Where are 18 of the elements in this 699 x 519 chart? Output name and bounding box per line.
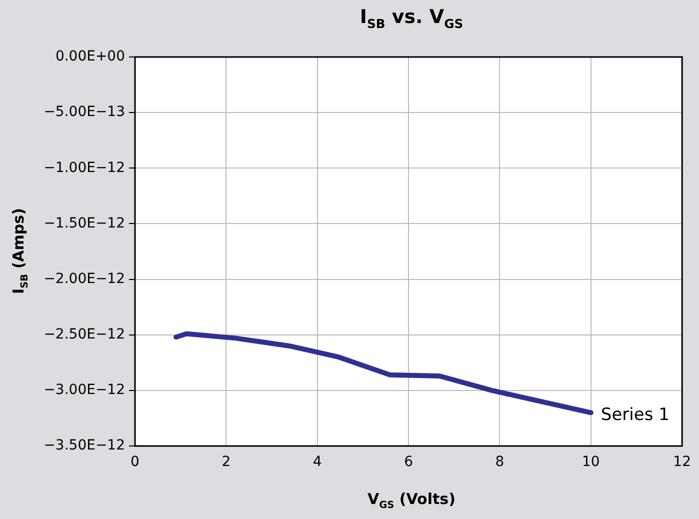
- y-tick-label: −1.00E−12: [44, 160, 125, 176]
- x-tick-label: 4: [312, 454, 322, 470]
- y-tick-label: −3.00E−12: [44, 382, 125, 398]
- y-tick-label: 0.00E+00: [55, 48, 125, 65]
- y-tick-label: −1.50E−12: [44, 215, 125, 232]
- y-tick-label: −2.00E−12: [44, 270, 125, 287]
- x-tick-label: 2: [222, 454, 231, 470]
- x-axis-title: V$_{GS}$ (Volts): [366, 490, 456, 511]
- series-label: Series 1: [600, 405, 670, 426]
- y-tick-label: −2.50E−12: [44, 326, 125, 342]
- x-tick-label: 8: [495, 454, 504, 470]
- x-tick-label: 0: [130, 454, 140, 470]
- chart-title: I$_{SB}$ vs. V$_{GS}$: [358, 6, 464, 31]
- x-tick-label: 10: [582, 454, 600, 470]
- y-tick-label: −5.00E−13: [44, 104, 125, 120]
- x-tick-label: 12: [673, 454, 692, 470]
- y-tick-label: −3.50E−12: [44, 438, 125, 454]
- x-tick-label: 6: [404, 454, 414, 470]
